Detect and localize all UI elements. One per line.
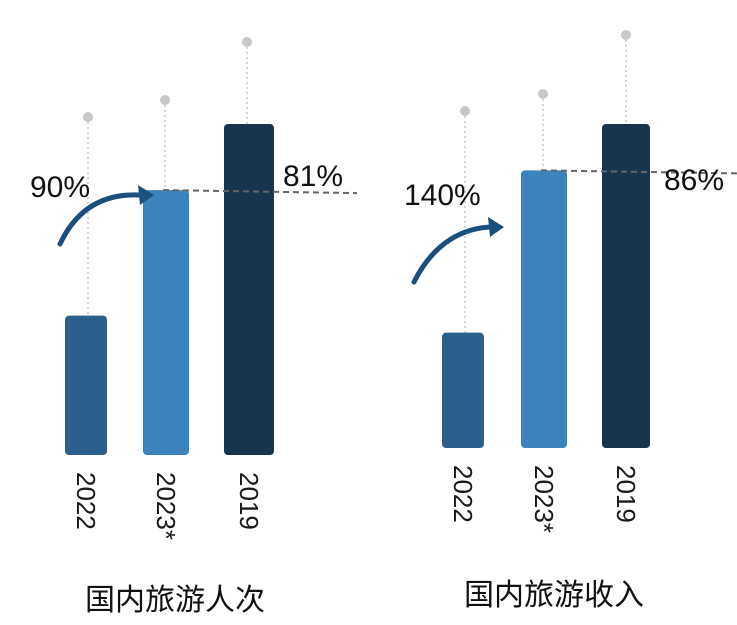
marker-dot-2022 (460, 106, 470, 116)
tick-label-2019: 2019 (611, 465, 641, 523)
growth-label: 140% (404, 179, 481, 212)
ratio-label: 86% (664, 164, 724, 197)
bar-2019 (224, 124, 274, 455)
chart-panel-tourism-revenue: 140% 86% 2022 2023* 2019 国内旅游收入 (404, 30, 737, 613)
bar-2019 (602, 124, 650, 448)
tick-label-2022: 2022 (71, 472, 101, 530)
marker-dot-2023-est (160, 95, 170, 105)
tick-label-2023-est: 2023* (151, 472, 181, 540)
growth-arrowhead (138, 185, 154, 205)
bar-2023-est (521, 170, 567, 448)
bar-2023-est (143, 190, 189, 455)
growth-label: 90% (30, 171, 90, 204)
growth-arrow (57, 192, 143, 247)
growth-arrow (411, 224, 493, 285)
tick-label-2022: 2022 (448, 465, 478, 523)
growth-arrowhead (488, 217, 504, 237)
marker-dot-2019 (621, 30, 631, 40)
marker-dot-2022 (83, 112, 93, 122)
ratio-label: 81% (283, 160, 343, 193)
tick-label-2019: 2019 (234, 472, 264, 530)
marker-dot-2023-est (538, 89, 548, 99)
reference-line (162, 189, 358, 195)
chart-title: 国内旅游人次 (85, 583, 265, 618)
reference-line (540, 169, 737, 175)
tick-label-2023-est: 2023* (529, 465, 559, 533)
bar-2022 (442, 332, 484, 448)
chart-panel-tourist-trips: 90% 81% 2022 2023* 2019 国内旅游人次 (30, 37, 358, 618)
bar-2022 (65, 315, 107, 455)
marker-dot-2019 (242, 37, 252, 47)
chart-title: 国内旅游收入 (464, 578, 644, 613)
